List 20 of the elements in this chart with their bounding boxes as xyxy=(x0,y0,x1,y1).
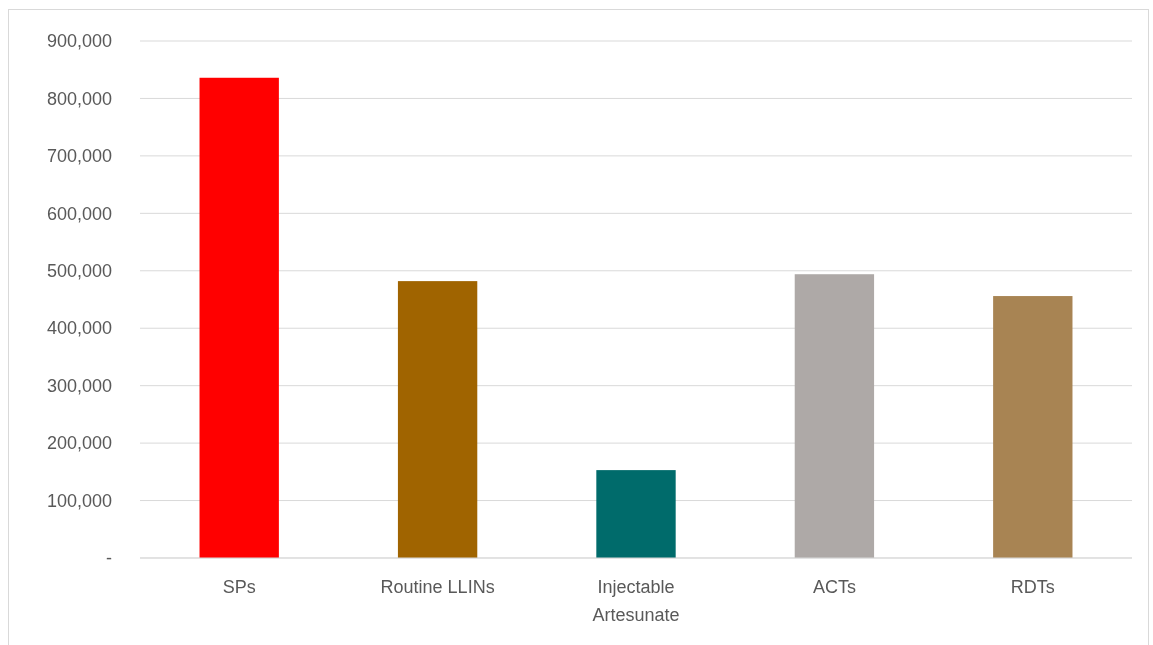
y-tick-label: 400,000 xyxy=(46,318,112,339)
bar xyxy=(199,77,279,558)
y-tick-label: 300,000 xyxy=(46,375,112,396)
x-tick-label: Routine LLINs xyxy=(380,576,495,597)
y-tick-label: 800,000 xyxy=(46,88,112,109)
bar xyxy=(397,281,478,558)
x-tick-label: Injectable Artesunate xyxy=(592,576,680,625)
y-tick-label: 100,000 xyxy=(46,490,112,511)
y-tick-label: 200,000 xyxy=(46,433,112,454)
bar xyxy=(993,296,1073,558)
y-tick-label: 900,000 xyxy=(46,31,112,52)
y-tick-label: 700,000 xyxy=(46,146,112,167)
x-tick-label: SPs xyxy=(222,576,256,597)
y-tick-label: 600,000 xyxy=(46,203,112,224)
x-tick-label: RDTs xyxy=(1010,576,1055,597)
x-tick-label: ACTs xyxy=(812,576,856,597)
bar xyxy=(596,470,676,558)
bar xyxy=(794,274,875,558)
y-tick-label: 500,000 xyxy=(46,261,112,282)
y-tick-label: - xyxy=(106,548,112,569)
